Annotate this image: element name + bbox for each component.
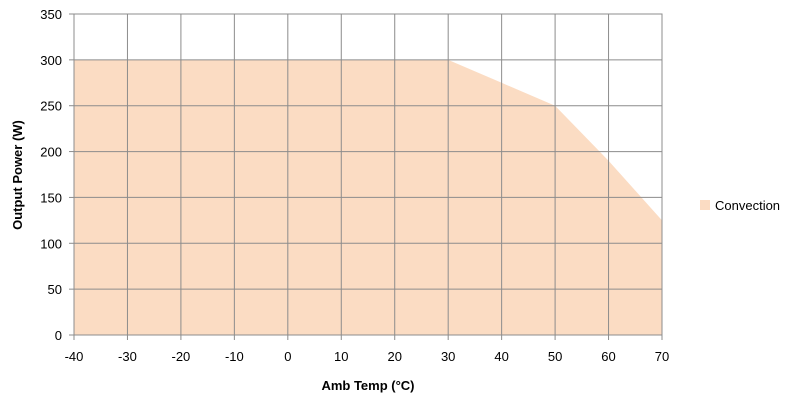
x-tick-label: 20	[387, 349, 401, 364]
x-tick-label: -40	[65, 349, 84, 364]
x-tick-label: 0	[284, 349, 291, 364]
y-tick-label: 50	[48, 282, 62, 297]
x-tick-label: 40	[494, 349, 508, 364]
x-tick-label: -20	[172, 349, 191, 364]
x-tick-label: -10	[225, 349, 244, 364]
legend: Convection	[700, 198, 780, 213]
x-tick-label: -30	[118, 349, 137, 364]
plot-frame	[73, 13, 663, 336]
x-axis-title: Amb Temp (°C)	[321, 378, 414, 393]
x-tick-label: 50	[548, 349, 562, 364]
y-tick-label: 100	[40, 236, 62, 251]
y-axis-ticks: 0 50 100 150 200 250 300 350	[40, 7, 74, 343]
y-tick-label: 200	[40, 145, 62, 160]
grid-layer	[73, 13, 663, 336]
x-tick-label: 10	[334, 349, 348, 364]
legend-label: Convection	[715, 198, 780, 213]
x-axis-ticks: -40 -30 -20 -10 0 10 20 30 40 50 60 70	[65, 335, 669, 364]
y-axis-title: Output Power (W)	[10, 120, 25, 230]
x-tick-label: 30	[441, 349, 455, 364]
x-tick-label: 70	[655, 349, 669, 364]
x-tick-label: 60	[601, 349, 615, 364]
legend-swatch	[700, 200, 710, 210]
y-tick-label: 150	[40, 190, 62, 205]
y-tick-label: 0	[55, 328, 62, 343]
y-tick-label: 300	[40, 53, 62, 68]
y-tick-label: 250	[40, 99, 62, 114]
y-tick-label: 350	[40, 7, 62, 22]
